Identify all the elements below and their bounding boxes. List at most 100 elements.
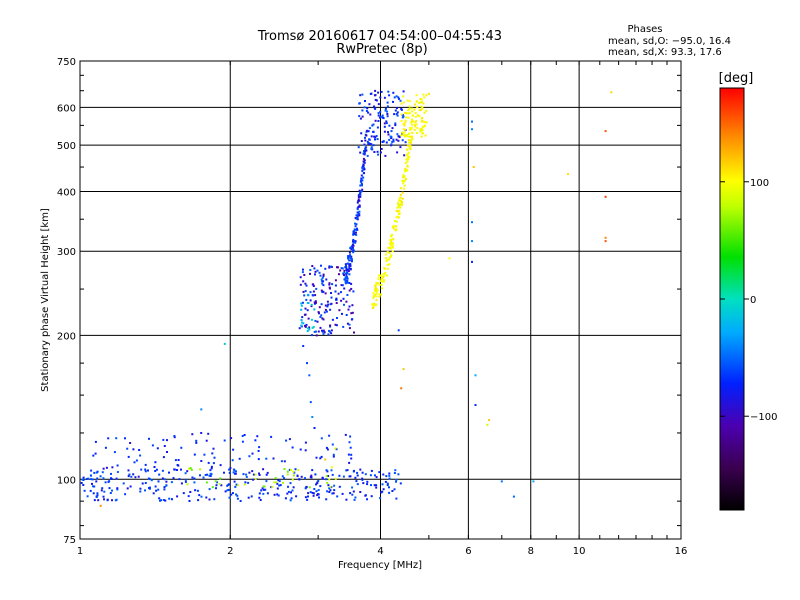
data-point xyxy=(309,476,312,479)
data-point xyxy=(304,487,307,490)
data-point xyxy=(304,496,307,499)
data-point xyxy=(376,138,379,141)
x-axis-label: Frequency [MHz] xyxy=(338,560,422,571)
data-point xyxy=(161,477,164,480)
data-point xyxy=(377,103,380,106)
data-point xyxy=(261,487,264,490)
data-point xyxy=(373,94,376,97)
data-point xyxy=(314,270,317,273)
data-point xyxy=(206,473,209,476)
data-point xyxy=(306,330,309,333)
data-point xyxy=(402,368,405,371)
data-point xyxy=(422,102,425,105)
data-point xyxy=(325,475,328,478)
data-point xyxy=(317,493,320,496)
data-point xyxy=(331,318,334,321)
data-point xyxy=(288,438,291,441)
data-point xyxy=(390,235,392,238)
data-point xyxy=(395,497,398,500)
data-point xyxy=(234,485,237,488)
data-point xyxy=(286,470,289,473)
data-point xyxy=(190,468,193,471)
data-point xyxy=(180,446,183,449)
data-point xyxy=(224,490,227,493)
data-point xyxy=(364,147,367,150)
data-point xyxy=(313,308,316,311)
data-point xyxy=(196,489,199,492)
data-point xyxy=(356,471,359,474)
data-point xyxy=(396,111,399,114)
data-point xyxy=(324,267,327,270)
data-point xyxy=(127,475,130,478)
data-point xyxy=(390,143,393,146)
data-point xyxy=(325,310,328,313)
data-point xyxy=(329,485,332,488)
data-point xyxy=(373,289,376,292)
data-point xyxy=(357,205,360,208)
data-point xyxy=(312,283,315,286)
data-point xyxy=(326,305,329,308)
data-point xyxy=(254,477,257,480)
data-point xyxy=(331,492,334,495)
data-point xyxy=(356,228,359,231)
data-point xyxy=(320,437,323,440)
data-point xyxy=(139,490,142,493)
data-point xyxy=(332,455,335,458)
data-point xyxy=(347,256,350,259)
data-point xyxy=(352,230,355,233)
data-point xyxy=(325,469,328,472)
data-point xyxy=(352,240,355,243)
data-point xyxy=(393,96,396,99)
data-point xyxy=(99,475,102,478)
data-point xyxy=(360,189,363,192)
data-point xyxy=(346,281,349,284)
data-point xyxy=(343,303,345,306)
data-point xyxy=(337,292,340,295)
data-point xyxy=(404,128,406,131)
data-point xyxy=(377,120,380,122)
data-point xyxy=(362,176,365,179)
data-point xyxy=(329,303,332,306)
data-point xyxy=(404,177,407,180)
data-point xyxy=(386,110,388,113)
data-point xyxy=(328,282,331,285)
data-point xyxy=(406,112,409,115)
data-point xyxy=(139,454,142,457)
data-point xyxy=(307,492,310,495)
data-point xyxy=(303,274,306,276)
data-point xyxy=(386,101,389,104)
data-point xyxy=(329,325,332,328)
data-point xyxy=(103,498,105,501)
data-point xyxy=(319,485,322,488)
data-point xyxy=(322,280,325,283)
data-point xyxy=(359,194,362,197)
data-point xyxy=(102,477,105,480)
data-point xyxy=(329,308,332,311)
data-point xyxy=(335,302,338,304)
data-point xyxy=(375,303,378,306)
data-point xyxy=(273,481,276,484)
data-point xyxy=(110,478,113,480)
data-point xyxy=(312,494,315,497)
data-point xyxy=(380,148,383,150)
data-point xyxy=(414,125,417,128)
data-point xyxy=(200,495,203,498)
data-point xyxy=(357,200,360,203)
data-point xyxy=(335,297,338,300)
data-point xyxy=(402,128,405,131)
data-point xyxy=(420,127,423,130)
data-point xyxy=(396,133,399,136)
data-point xyxy=(362,164,365,167)
data-point xyxy=(411,118,413,121)
data-point xyxy=(341,492,344,495)
data-point xyxy=(298,327,301,330)
data-point xyxy=(331,283,334,286)
data-point xyxy=(354,222,356,225)
data-point xyxy=(353,469,355,472)
data-point xyxy=(274,477,277,479)
x-tick-label: 16 xyxy=(675,546,688,557)
data-point xyxy=(208,474,211,477)
data-point xyxy=(355,223,358,226)
data-point xyxy=(354,217,357,219)
